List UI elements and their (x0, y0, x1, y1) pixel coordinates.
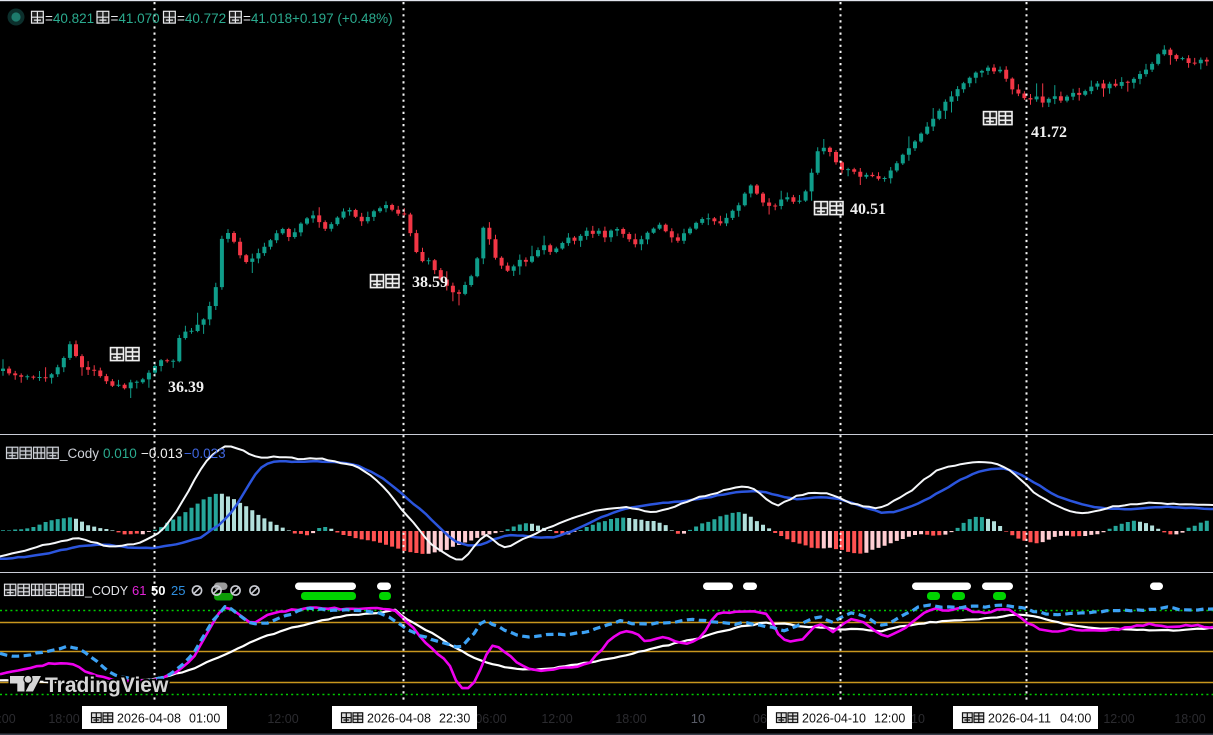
svg-text:18:00: 18:00 (1174, 712, 1205, 726)
svg-text:36.39: 36.39 (168, 379, 204, 396)
svg-text:=40.772: =40.772 (177, 11, 226, 26)
svg-text:_Cody: _Cody (59, 446, 99, 461)
svg-text:+0.197 (+0.48%): +0.197 (+0.48%) (292, 11, 393, 26)
svg-text:−0.013: −0.013 (141, 446, 183, 461)
svg-text:TradingView: TradingView (45, 674, 169, 697)
svg-text:2026-04-10: 2026-04-10 (802, 712, 866, 726)
svg-text:10: 10 (911, 712, 925, 726)
svg-text:06:00: 06:00 (475, 712, 506, 726)
svg-text:01:00: 01:00 (189, 712, 220, 726)
svg-text:=41.070: =41.070 (111, 11, 160, 26)
svg-text:=41.018: =41.018 (243, 11, 292, 26)
svg-text:41.72: 41.72 (1031, 124, 1067, 141)
svg-text:2026-04-08: 2026-04-08 (117, 712, 181, 726)
svg-text:0.010: 0.010 (103, 446, 137, 461)
svg-text:2026-04-08: 2026-04-08 (367, 712, 431, 726)
svg-text:=40.821: =40.821 (45, 11, 94, 26)
svg-text:25: 25 (171, 583, 185, 598)
svg-text:04:00: 04:00 (1060, 712, 1091, 726)
svg-text:38.59: 38.59 (412, 274, 448, 291)
svg-text:61: 61 (132, 583, 146, 598)
svg-text:22:30: 22:30 (439, 712, 470, 726)
svg-text:12:00: 12:00 (874, 712, 905, 726)
svg-text:50: 50 (151, 583, 165, 598)
svg-text::00: :00 (0, 712, 16, 726)
svg-text:12:00: 12:00 (267, 712, 298, 726)
svg-text:_CODY: _CODY (84, 584, 129, 598)
svg-text:−0.023: −0.023 (184, 446, 226, 461)
svg-text:2026-04-11: 2026-04-11 (988, 712, 1051, 726)
svg-text:18:00: 18:00 (615, 712, 646, 726)
svg-text:12:00: 12:00 (1103, 712, 1134, 726)
svg-text:06: 06 (753, 712, 767, 726)
svg-text:10: 10 (691, 711, 705, 726)
svg-text:18:00: 18:00 (48, 712, 79, 726)
svg-text:40.51: 40.51 (850, 201, 886, 218)
svg-text:12:00: 12:00 (541, 712, 572, 726)
